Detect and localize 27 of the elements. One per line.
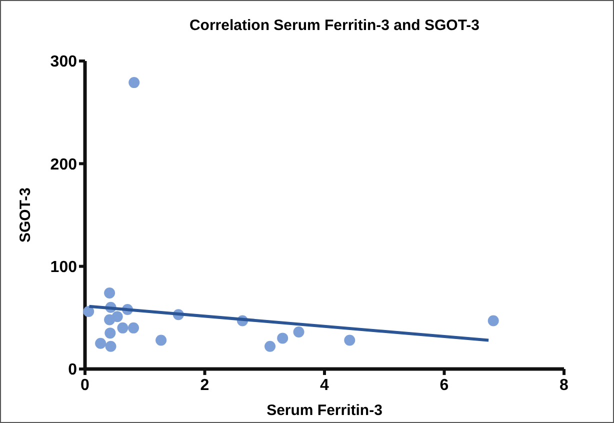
x-tick-label: 8 [560, 377, 569, 394]
y-tick-label: 0 [68, 362, 78, 379]
y-tick-label: 200 [50, 156, 78, 174]
chart-title: Correlation Serum Ferritin-3 and SGOT-3 [189, 17, 480, 34]
point [156, 334, 167, 346]
point [128, 77, 140, 88]
point [105, 340, 116, 352]
point [104, 314, 116, 326]
point [128, 322, 139, 334]
point [104, 288, 116, 299]
point [293, 326, 304, 338]
x-tick-label: 6 [440, 377, 449, 394]
point [83, 306, 94, 318]
x-tick-label: 0 [80, 377, 90, 394]
y-tick-label: 100 [50, 258, 78, 276]
y-axis-title: SGOT-3 [17, 187, 34, 243]
y-tick-label: 300 [50, 54, 78, 71]
point [488, 315, 499, 326]
point [264, 340, 276, 352]
point [277, 332, 288, 344]
point [104, 328, 116, 339]
x-tick-label: 2 [200, 377, 210, 394]
point [117, 322, 128, 334]
x-axis-title: Serum Ferritin-3 [266, 402, 382, 419]
x-tick-label: 4 [320, 377, 330, 394]
point [344, 334, 356, 346]
point [95, 338, 106, 349]
